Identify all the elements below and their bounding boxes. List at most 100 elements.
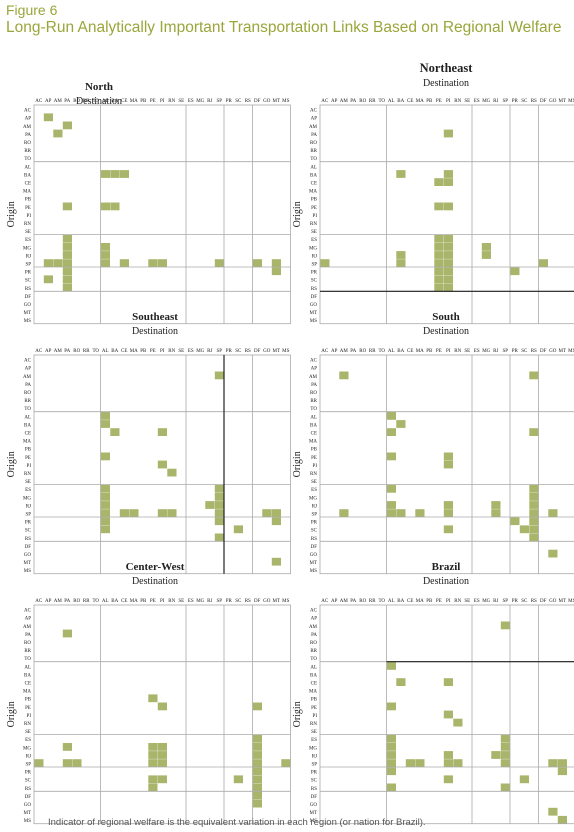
destination-tick-mg: MG [482, 99, 490, 104]
origin-tick-sp: SP [311, 263, 317, 268]
cell-sp-pi [443, 509, 453, 517]
cell-sp-ba [396, 509, 406, 517]
destination-tick-es: ES [474, 599, 480, 604]
destination-tick-ac: AC [35, 99, 43, 104]
destination-tick-go: GO [263, 599, 271, 604]
origin-label: Origin [6, 201, 17, 227]
origin-tick-am: AM [23, 625, 32, 630]
cell-ce-al [386, 428, 396, 436]
origin-tick-ba: BA [310, 173, 317, 178]
destination-tick-se: SE [464, 599, 470, 604]
cell-ba-ba [110, 170, 120, 178]
cell-mg-pi [157, 743, 167, 751]
destination-tick-am: AM [340, 349, 349, 354]
cell-rj-al [100, 501, 110, 509]
origin-tick-sp: SP [311, 763, 317, 768]
cell-pb-pe [148, 694, 158, 703]
cell-sp-pi [157, 259, 167, 267]
cell-sp-mt [271, 259, 281, 267]
destination-tick-go: GO [549, 99, 557, 104]
cell-go-go [548, 549, 558, 558]
origin-tick-rn: RN [310, 472, 317, 477]
destination-tick-rn: RN [454, 99, 461, 104]
cell-sc-df [252, 775, 262, 784]
destination-label: Destination [132, 326, 178, 337]
destination-tick-ce: CE [121, 599, 127, 604]
origin-tick-al: AL [310, 665, 317, 670]
origin-tick-rj: RJ [26, 504, 31, 509]
cell-es-pi [443, 234, 453, 243]
cell-sc-sc [233, 525, 243, 534]
destination-tick-ba: BA [397, 349, 404, 354]
cell-pe-df [252, 702, 262, 711]
origin-tick-to: TO [24, 657, 31, 662]
cell-rj-al [386, 501, 396, 509]
destination-tick-ce: CE [407, 599, 413, 604]
origin-tick-pb: PB [311, 448, 318, 453]
origin-tick-rj: RJ [26, 254, 31, 259]
destination-tick-pa: PA [350, 99, 356, 104]
destination-tick-am: AM [340, 99, 349, 104]
origin-tick-ap: AP [311, 617, 318, 622]
origin-tick-ro: RO [24, 391, 31, 396]
destination-tick-pe: PE [436, 99, 442, 104]
destination-tick-pb: PB [140, 599, 147, 604]
destination-tick-ac: AC [321, 99, 329, 104]
origin-tick-sp: SP [25, 763, 31, 768]
cell-sp-ma [415, 759, 425, 767]
cell-rj-ba [396, 251, 406, 259]
destination-label: Destination [76, 96, 122, 107]
origin-tick-rj: RJ [312, 254, 317, 259]
cell-am-am [339, 371, 349, 380]
origin-tick-ma: MA [309, 440, 317, 445]
origin-tick-am: AM [309, 625, 318, 630]
destination-tick-sp: SP [216, 599, 222, 604]
origin-tick-al: AL [310, 415, 317, 420]
origin-tick-pi: PI [313, 464, 318, 469]
origin-tick-sc: SC [311, 779, 318, 784]
destination-tick-rj: RJ [493, 599, 498, 604]
cell-pr-sp [214, 517, 224, 526]
destination-label: Destination [132, 576, 178, 587]
origin-tick-se: SE [25, 480, 31, 485]
cell-sp-sp [500, 759, 510, 767]
cell-sp-ro [72, 759, 82, 767]
destination-tick-ap: AP [45, 99, 52, 104]
cell-sc-pi [443, 275, 453, 284]
cell-sp-am [339, 509, 349, 517]
cell-sp-ce [119, 259, 129, 267]
cell-rj-pi [157, 751, 167, 759]
cell-rs-df [252, 783, 262, 792]
cell-rj-sp [500, 751, 510, 759]
origin-tick-mt: MT [24, 561, 32, 566]
cell-pe-al [386, 702, 396, 711]
origin-tick-se: SE [311, 730, 317, 735]
origin-tick-ms: MS [310, 569, 317, 574]
destination-tick-ms: MS [568, 349, 574, 354]
cell-pa-am [53, 129, 63, 138]
cell-mg-sp [500, 743, 510, 751]
cell-pe-pa [62, 202, 72, 211]
destination-tick-mt: MT [273, 99, 281, 104]
panel-title: South [432, 311, 460, 323]
destination-tick-pb: PB [426, 599, 433, 604]
cell-sp-ac [34, 759, 44, 767]
destination-tick-df: DF [540, 99, 547, 104]
destination-tick-pe: PE [150, 349, 156, 354]
origin-tick-sp: SP [311, 513, 317, 518]
cell-pr-mt [557, 767, 567, 776]
origin-tick-df: DF [25, 295, 32, 300]
origin-tick-go: GO [24, 553, 32, 558]
destination-tick-pe: PE [150, 599, 156, 604]
cell-sp-df [538, 259, 548, 267]
origin-tick-rs: RS [311, 787, 317, 792]
cell-ba-al [100, 420, 110, 428]
cell-sc-ap [43, 275, 53, 284]
destination-tick-ro: RO [359, 99, 366, 104]
origin-tick-pb: PB [25, 698, 32, 703]
origin-tick-go: GO [24, 303, 32, 308]
panel-frame [319, 354, 574, 575]
origin-tick-pr: PR [25, 271, 32, 276]
